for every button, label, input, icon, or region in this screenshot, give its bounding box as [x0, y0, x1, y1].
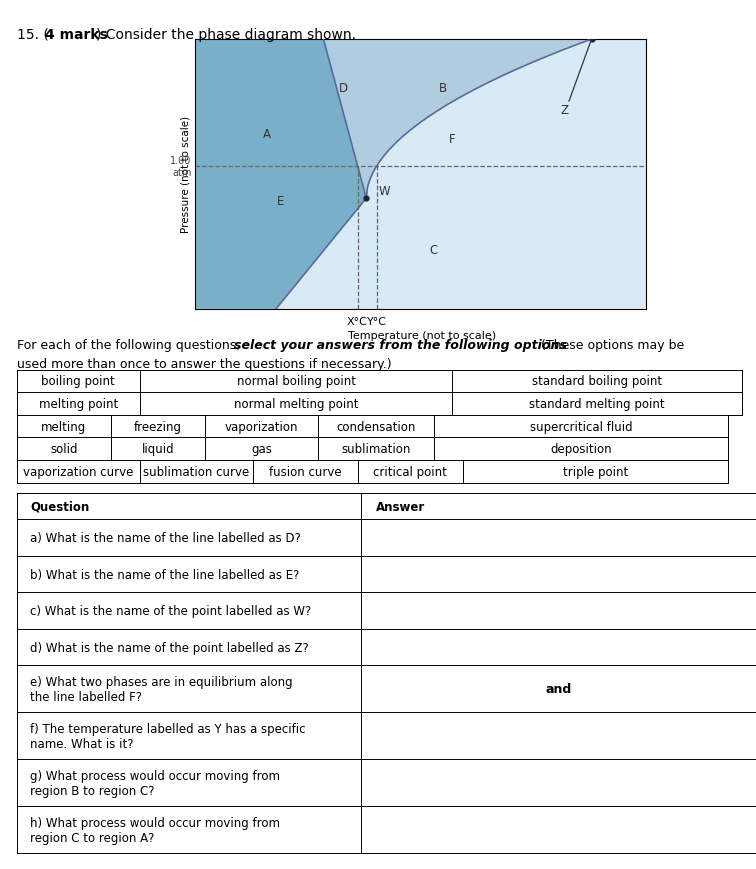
Text: B: B — [438, 82, 447, 95]
Text: d) What is the name of the point labelled as Z?: d) What is the name of the point labelle… — [30, 641, 309, 653]
Text: sublimation curve: sublimation curve — [143, 466, 249, 478]
Text: sublimation: sublimation — [341, 443, 411, 455]
Text: C: C — [429, 243, 438, 256]
Text: Question: Question — [30, 501, 90, 513]
Text: h) What process would occur moving from
region C to region A?: h) What process would occur moving from … — [30, 816, 280, 844]
Text: vaporization curve: vaporization curve — [23, 466, 134, 478]
Text: freezing: freezing — [134, 421, 182, 433]
Text: select your answers from the following options: select your answers from the following o… — [234, 339, 567, 352]
Text: vaporization: vaporization — [225, 421, 299, 433]
Text: Y°C: Y°C — [367, 316, 387, 326]
Text: used more than once to answer the questions if necessary.): used more than once to answer the questi… — [17, 358, 392, 371]
Text: . (These options may be: . (These options may be — [533, 339, 684, 352]
Text: X°C: X°C — [347, 316, 368, 326]
Text: 1.00
atm: 1.00 atm — [170, 156, 191, 177]
Text: W: W — [379, 184, 390, 197]
Text: Answer: Answer — [376, 501, 426, 513]
Text: and: and — [545, 683, 572, 695]
Text: 15. (: 15. ( — [17, 28, 48, 42]
Text: ) Consider the phase diagram shown.: ) Consider the phase diagram shown. — [96, 28, 356, 42]
Text: D: D — [339, 82, 349, 95]
Text: 4 marks: 4 marks — [45, 28, 108, 42]
Text: standard melting point: standard melting point — [529, 398, 665, 410]
Text: E: E — [277, 196, 284, 208]
Text: boiling point: boiling point — [42, 375, 115, 388]
Text: Z: Z — [560, 103, 569, 116]
Text: Temperature (not to scale): Temperature (not to scale) — [348, 331, 496, 341]
Text: melting point: melting point — [39, 398, 118, 410]
Text: c) What is the name of the point labelled as W?: c) What is the name of the point labelle… — [30, 605, 311, 617]
Text: A: A — [263, 128, 271, 141]
Text: F: F — [448, 133, 455, 146]
Text: deposition: deposition — [550, 443, 612, 455]
Text: For each of the following questions,: For each of the following questions, — [17, 339, 244, 352]
Text: solid: solid — [50, 443, 78, 455]
Text: liquid: liquid — [142, 443, 175, 455]
Text: f) The temperature labelled as Y has a specific
name. What is it?: f) The temperature labelled as Y has a s… — [30, 722, 306, 750]
Text: melting: melting — [41, 421, 86, 433]
Polygon shape — [324, 40, 591, 199]
Text: a) What is the name of the line labelled as D?: a) What is the name of the line labelled… — [30, 532, 302, 544]
Text: condensation: condensation — [336, 421, 416, 433]
Text: g) What process would occur moving from
region B to region C?: g) What process would occur moving from … — [30, 769, 280, 797]
Text: fusion curve: fusion curve — [269, 466, 342, 478]
Text: triple point: triple point — [562, 466, 628, 478]
Text: normal boiling point: normal boiling point — [237, 375, 355, 388]
Y-axis label: Pressure (not to scale): Pressure (not to scale) — [181, 116, 191, 233]
Text: normal melting point: normal melting point — [234, 398, 358, 410]
Text: standard boiling point: standard boiling point — [532, 375, 662, 388]
Polygon shape — [195, 40, 366, 309]
Text: gas: gas — [251, 443, 272, 455]
Text: supercritical fluid: supercritical fluid — [530, 421, 632, 433]
Text: b) What is the name of the line labelled as E?: b) What is the name of the line labelled… — [30, 568, 300, 580]
Text: critical point: critical point — [373, 466, 448, 478]
Text: e) What two phases are in equilibrium along
the line labelled F?: e) What two phases are in equilibrium al… — [30, 675, 293, 703]
